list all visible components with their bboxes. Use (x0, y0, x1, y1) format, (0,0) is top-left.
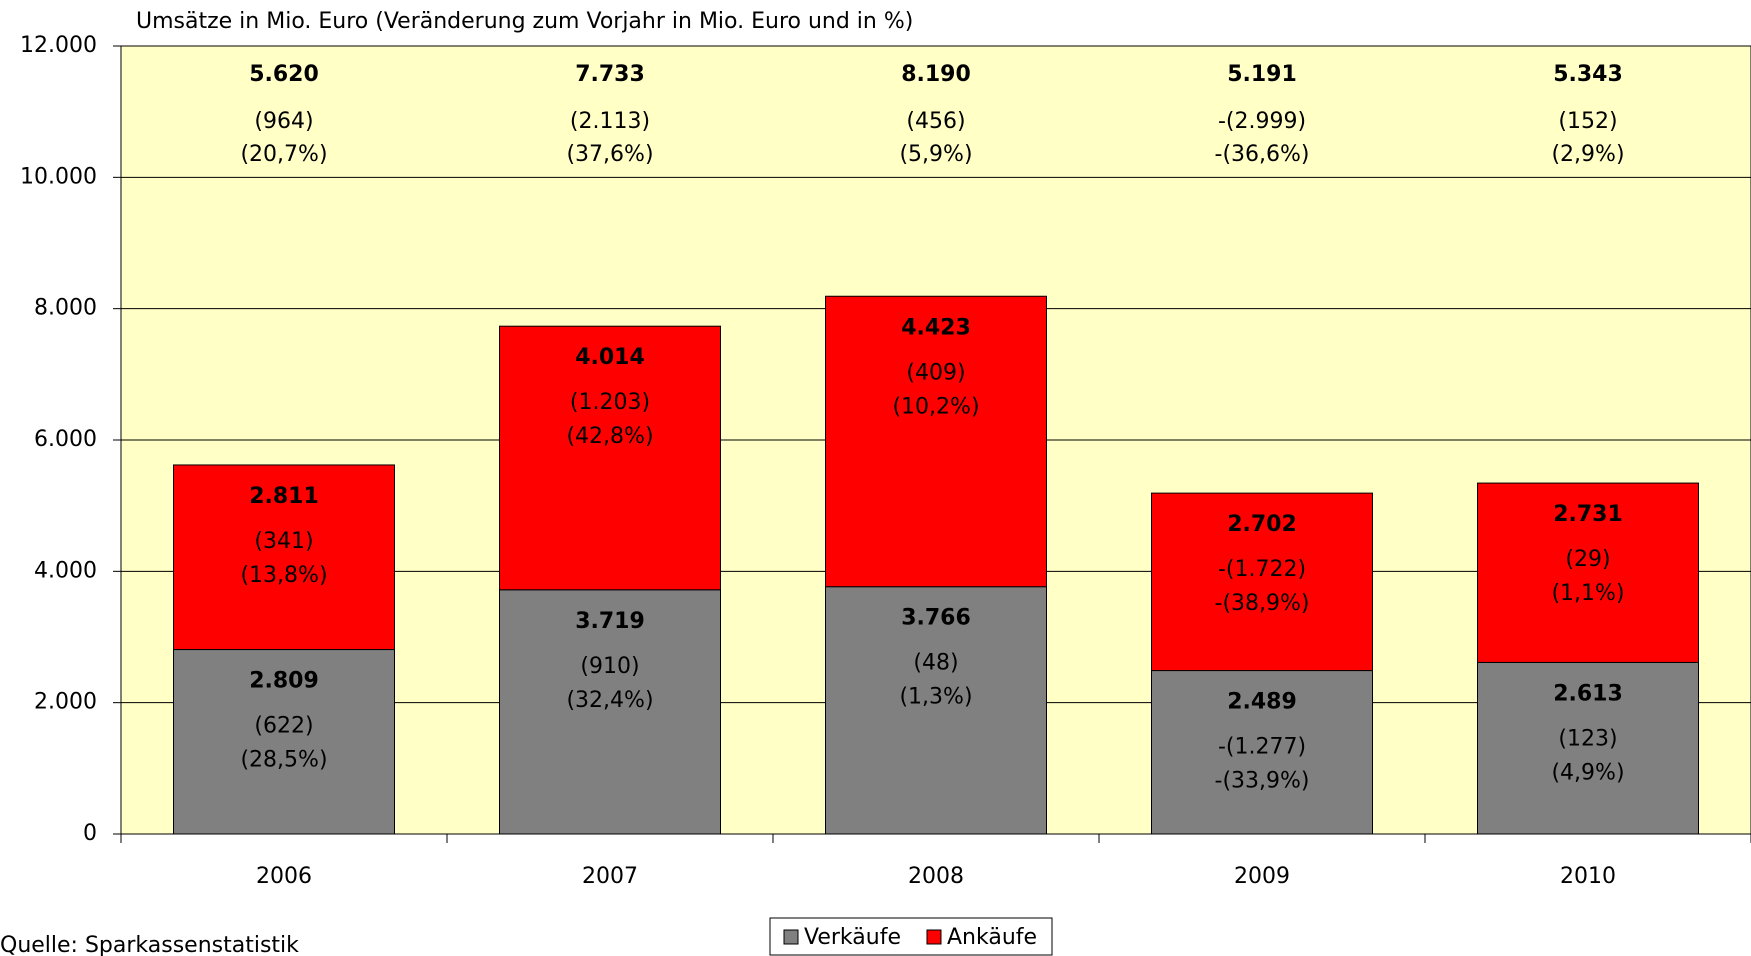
data-label: 2.731 (1553, 502, 1623, 527)
change-label: (622) (254, 714, 313, 739)
bar-segment (499, 325, 721, 591)
total-change: -(36,6%) (1215, 142, 1310, 167)
total-change: (2.113) (570, 109, 650, 134)
data-label: 4.423 (901, 315, 971, 340)
total-change: (37,6%) (566, 142, 653, 167)
change-label: (1,3%) (899, 685, 972, 710)
total-change: (2,9%) (1551, 142, 1624, 167)
total-label: 8.190 (901, 62, 971, 87)
bar-segment (499, 589, 721, 835)
data-label: 2.702 (1227, 512, 1297, 537)
legend-box (769, 917, 1053, 956)
data-label: 3.719 (575, 609, 645, 634)
y-tick-label: 6.000 (34, 427, 97, 452)
data-label: 2.809 (249, 669, 319, 694)
total-label: 5.191 (1227, 62, 1297, 87)
y-tick-label: 8.000 (34, 296, 97, 321)
x-tick-label: 2010 (1560, 864, 1616, 889)
bar-segment (1151, 492, 1373, 672)
change-label: (910) (580, 654, 639, 679)
legend-swatch (926, 929, 942, 945)
x-tick-label: 2008 (908, 864, 964, 889)
total-change: (964) (254, 109, 313, 134)
change-label: (10,2%) (892, 394, 979, 419)
change-label: -(33,9%) (1215, 769, 1310, 794)
bar-segment (1477, 661, 1699, 835)
change-label: (42,8%) (566, 424, 653, 449)
y-tick-label: 10.000 (20, 164, 97, 189)
change-label: (29) (1565, 547, 1610, 572)
total-change: -(2.999) (1218, 109, 1306, 134)
chart-title: Umsätze in Mio. Euro (Veränderung zum Vo… (136, 9, 913, 34)
change-label: (32,4%) (566, 688, 653, 713)
bar-segment (825, 586, 1047, 835)
change-label: -(38,9%) (1215, 591, 1310, 616)
y-tick-label: 12.000 (20, 33, 97, 58)
total-label: 7.733 (575, 62, 645, 87)
total-change: (456) (906, 109, 965, 134)
bar-segment (173, 464, 395, 651)
total-change: (152) (1558, 109, 1617, 134)
data-label: 2.489 (1227, 690, 1297, 715)
change-label: (48) (913, 651, 958, 676)
source: Quelle: Sparkassenstatistik (0, 933, 299, 956)
total-label: 5.343 (1553, 62, 1623, 87)
total-change: (5,9%) (899, 142, 972, 167)
change-label: (341) (254, 529, 313, 554)
change-label: (123) (1558, 726, 1617, 751)
change-label: (4,9%) (1551, 760, 1624, 785)
x-tick-label: 2006 (256, 864, 312, 889)
bar-segment (1477, 482, 1699, 663)
x-tick-label: 2009 (1234, 864, 1290, 889)
data-label: 4.014 (575, 345, 645, 370)
change-label: -(1.277) (1218, 735, 1306, 760)
legend-swatch (783, 929, 799, 945)
change-label: -(1.722) (1218, 557, 1306, 582)
legend-label: Ankäufe (947, 925, 1037, 950)
bar-segment (173, 649, 395, 835)
change-label: (409) (906, 360, 965, 385)
total-change: (20,7%) (240, 142, 327, 167)
bar-segment (1151, 670, 1373, 835)
data-label: 3.766 (901, 606, 971, 631)
change-label: (1,1%) (1551, 581, 1624, 606)
change-label: (28,5%) (240, 748, 327, 773)
data-label: 2.613 (1553, 681, 1623, 706)
y-tick-label: 2.000 (34, 690, 97, 715)
data-label: 2.811 (249, 484, 319, 509)
total-label: 5.620 (249, 62, 319, 87)
legend-label: Verkäufe (804, 925, 901, 950)
x-tick-label: 2007 (582, 864, 638, 889)
bar-segment (825, 295, 1047, 588)
change-label: (1.203) (570, 390, 650, 415)
change-label: (13,8%) (240, 563, 327, 588)
y-tick-label: 4.000 (34, 558, 97, 583)
y-tick-label: 0 (83, 821, 97, 846)
